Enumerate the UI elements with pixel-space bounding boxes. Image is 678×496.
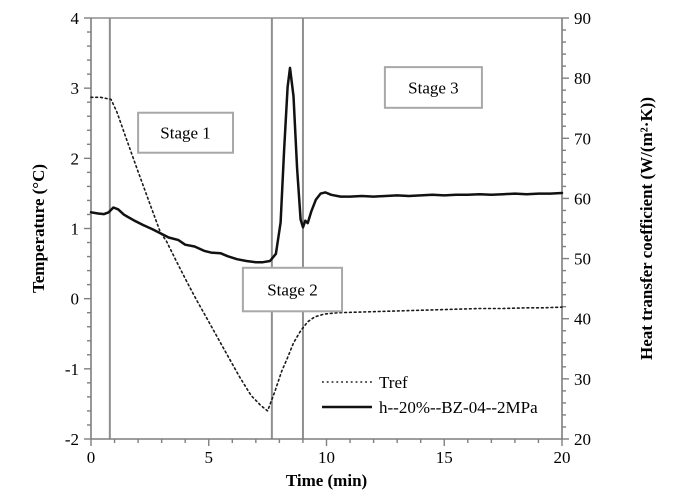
y-left-tick-label: -1 — [65, 360, 79, 379]
x-tick-label: 15 — [436, 448, 453, 467]
x-tick-label: 10 — [318, 448, 335, 467]
y-right-tick-label: 40 — [574, 310, 591, 329]
y-left-tick-label: -2 — [65, 430, 79, 449]
y-left-tick-label: 3 — [71, 79, 80, 98]
x-axis-title: Time (min) — [286, 471, 367, 490]
y-right-tick-label: 30 — [574, 370, 591, 389]
y-right-tick-label: 90 — [574, 9, 591, 28]
y-right-tick-label: 50 — [574, 250, 591, 269]
stage-label-box-3 — [383, 66, 483, 109]
x-tick-label: 5 — [205, 448, 214, 467]
y-left-tick-label: 4 — [71, 9, 80, 28]
y-axis-right-title: Heat transfer coefficient (W/(m²·K)) — [637, 97, 656, 360]
stage-label-box-1 — [137, 111, 235, 154]
y-right-tick-label: 20 — [574, 430, 591, 449]
stage-label-2: Stage 2 — [267, 281, 318, 300]
y-left-tick-label: 1 — [71, 220, 80, 239]
y-axis-left-title: Temperature (°C) — [29, 164, 48, 293]
legend-label-h--20%--BZ-04--2MPa: h--20%--BZ-04--2MPa — [379, 398, 538, 417]
stage-label-box-2 — [241, 266, 344, 313]
series-line-h--20%--BZ-04--2MPa — [89, 66, 564, 264]
series-line-Tref — [90, 96, 563, 412]
y-left-tick-label: 2 — [71, 149, 80, 168]
legend-label-Tref: Tref — [379, 373, 408, 392]
x-tick-label: 0 — [87, 448, 96, 467]
x-tick-label: 20 — [554, 448, 571, 467]
y-right-tick-label: 70 — [574, 129, 591, 148]
y-left-tick-label: 0 — [71, 290, 80, 309]
y-right-tick-label: 80 — [574, 69, 591, 88]
stage-label-1: Stage 1 — [160, 124, 211, 143]
y-right-tick-label: 60 — [574, 189, 591, 208]
stage-label-3: Stage 3 — [408, 78, 459, 97]
